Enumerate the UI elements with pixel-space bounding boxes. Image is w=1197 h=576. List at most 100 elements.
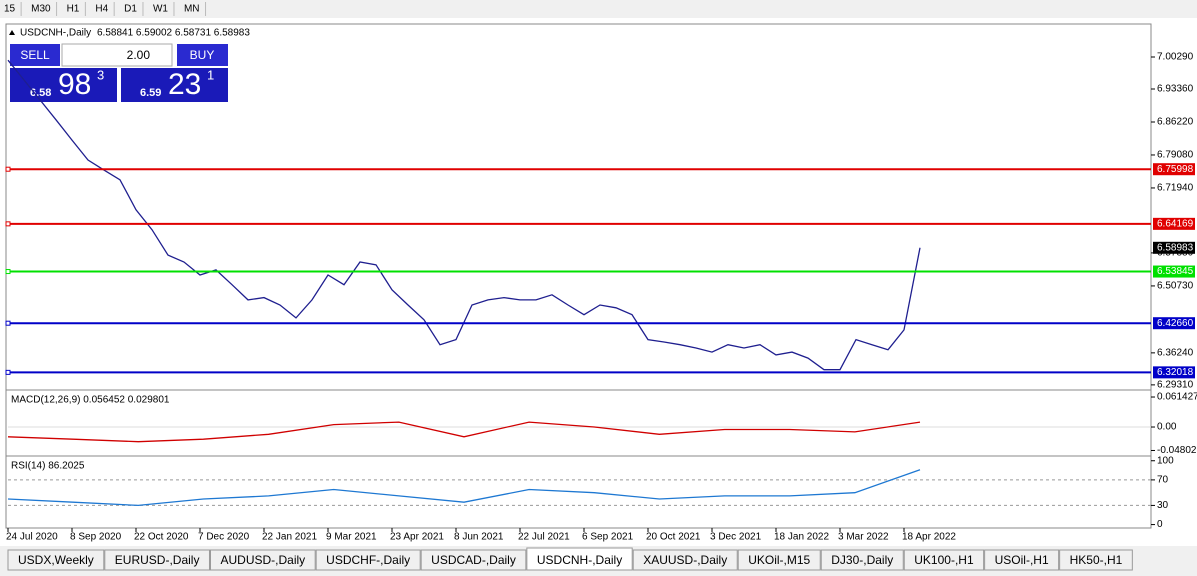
x-tick-label: 9 Mar 2021 — [326, 532, 377, 543]
collapse-icon[interactable] — [9, 30, 15, 35]
buy-label[interactable]: BUY — [190, 48, 215, 62]
y-tick-label: 6.86220 — [1157, 117, 1194, 128]
sell-price-sup: 3 — [97, 67, 104, 82]
x-tick-label: 3 Mar 2022 — [838, 532, 889, 543]
tab-box[interactable] — [7, 549, 105, 571]
timeframe[interactable]: 15 — [4, 4, 16, 15]
tab-box[interactable] — [820, 549, 904, 571]
tab-box[interactable] — [903, 549, 985, 571]
tab-box[interactable] — [737, 549, 821, 571]
y-tick-label: 6.29310 — [1157, 380, 1194, 391]
y-tick-label: 0.00 — [1157, 422, 1177, 433]
level-handle[interactable] — [5, 320, 11, 326]
level-label-box — [1153, 317, 1195, 330]
tab[interactable]: USDX,Weekly — [18, 553, 94, 567]
y-tick-label: 0 — [1157, 519, 1163, 530]
ohlc: 6.58841 6.59002 6.58731 6.58983 — [97, 28, 250, 39]
buy-price-main: 23 — [168, 68, 201, 101]
timeframe[interactable]: H4 — [95, 4, 108, 15]
tab-box[interactable] — [104, 549, 210, 571]
tab[interactable]: EURUSD-,Daily — [115, 553, 200, 567]
buy-button[interactable] — [177, 44, 228, 66]
y-tick-label: 6.50730 — [1157, 281, 1194, 292]
timeframe[interactable]: W1 — [153, 4, 168, 15]
tab-box[interactable] — [1059, 549, 1133, 571]
tab[interactable]: XAUUSD-,Daily — [643, 553, 727, 567]
tab[interactable]: AUDUSD-,Daily — [220, 553, 305, 567]
timeframe[interactable]: D1 — [124, 4, 137, 15]
y-tick-label: 100 — [1157, 455, 1174, 466]
toolbar — [0, 0, 1197, 18]
timeframe[interactable]: H1 — [67, 4, 80, 15]
lots-input[interactable] — [61, 43, 173, 67]
tab-box[interactable] — [526, 547, 633, 571]
tab-box[interactable] — [632, 549, 738, 571]
x-tick-label: 20 Oct 2021 — [646, 532, 701, 543]
level-handle[interactable] — [5, 269, 11, 275]
y-tick-label: 30 — [1157, 500, 1169, 511]
sell-price-big: 6.58 — [30, 87, 51, 99]
tab-box[interactable] — [984, 549, 1060, 571]
level-label-box — [1153, 265, 1195, 278]
buy-price-sup: 1 — [207, 67, 214, 82]
tab[interactable]: HK50-,H1 — [1070, 553, 1123, 567]
x-tick-label: 23 Apr 2021 — [390, 532, 444, 543]
sell-price-main: 98 — [58, 68, 91, 101]
tab[interactable]: USDCHF-,Daily — [326, 553, 410, 567]
timeframe[interactable]: M30 — [31, 4, 51, 15]
tab-box[interactable] — [209, 549, 316, 571]
series-line — [7, 421, 921, 443]
y-tick-label: 70 — [1157, 475, 1169, 486]
level-label: 6.42660 — [1157, 318, 1194, 329]
level-label: 6.75998 — [1157, 164, 1194, 175]
x-tick-label: 8 Jun 2021 — [454, 532, 504, 543]
tab[interactable]: DJ30-,Daily — [831, 553, 893, 567]
series-line — [7, 469, 921, 507]
buy-price-big: 6.59 — [140, 87, 161, 99]
level-label-box — [1153, 366, 1195, 379]
x-tick-label: 6 Sep 2021 — [582, 532, 634, 543]
x-tick-label: 22 Oct 2020 — [134, 532, 189, 543]
y-tick-label: 6.79080 — [1157, 150, 1194, 161]
tab-active[interactable]: USDCNH-,Daily — [537, 553, 622, 567]
y-tick-label: 7.00290 — [1157, 52, 1194, 63]
sell-label[interactable]: SELL — [20, 48, 50, 62]
tab-box[interactable] — [315, 549, 421, 571]
level-label-box — [1153, 163, 1195, 176]
y-tick-label: 6.71940 — [1157, 183, 1194, 194]
tab-box[interactable] — [420, 549, 527, 571]
timeframe[interactable]: MN — [184, 4, 200, 15]
tab[interactable]: UKOil-,M15 — [748, 553, 810, 567]
tab[interactable]: USDCAD-,Daily — [431, 553, 516, 567]
y-tick-label: -0.048025 — [1157, 445, 1197, 456]
current-price-box — [1153, 241, 1195, 254]
symbol: USDCNH-,Daily — [20, 28, 91, 39]
level-label: 6.53845 — [1157, 266, 1194, 277]
x-tick-label: 8 Sep 2020 — [70, 532, 122, 543]
panel-title: RSI(14) 86.2025 — [11, 461, 85, 472]
sell-button[interactable] — [10, 44, 60, 66]
x-tick-label: 22 Jan 2021 — [262, 532, 317, 543]
level-handle[interactable] — [5, 221, 11, 227]
x-tick-label: 18 Jan 2022 — [774, 532, 829, 543]
chart-frame — [5, 23, 1152, 529]
current-price: 6.58983 — [1157, 242, 1194, 253]
y-tick-label: 6.93360 — [1157, 84, 1194, 95]
x-tick-label: 3 Dec 2021 — [710, 532, 762, 543]
tab[interactable]: UK100-,H1 — [914, 553, 974, 567]
level-label: 6.64169 — [1157, 218, 1194, 229]
x-tick-label: 24 Jul 2020 — [6, 532, 58, 543]
level-label-box — [1153, 217, 1195, 230]
y-tick-label: 6.36240 — [1157, 348, 1194, 359]
panel-title: MACD(12,26,9) 0.056452 0.029801 — [11, 395, 170, 406]
x-tick-label: 22 Jul 2021 — [518, 532, 570, 543]
level-handle[interactable] — [5, 166, 11, 172]
level-handle[interactable] — [5, 369, 11, 375]
y-tick-label: 0.061427 — [1157, 392, 1197, 403]
buy-price-box[interactable] — [121, 68, 228, 102]
x-tick-label: 18 Apr 2022 — [902, 532, 956, 543]
lots[interactable]: 2.00 — [127, 48, 151, 62]
tab[interactable]: USOil-,H1 — [995, 553, 1049, 567]
